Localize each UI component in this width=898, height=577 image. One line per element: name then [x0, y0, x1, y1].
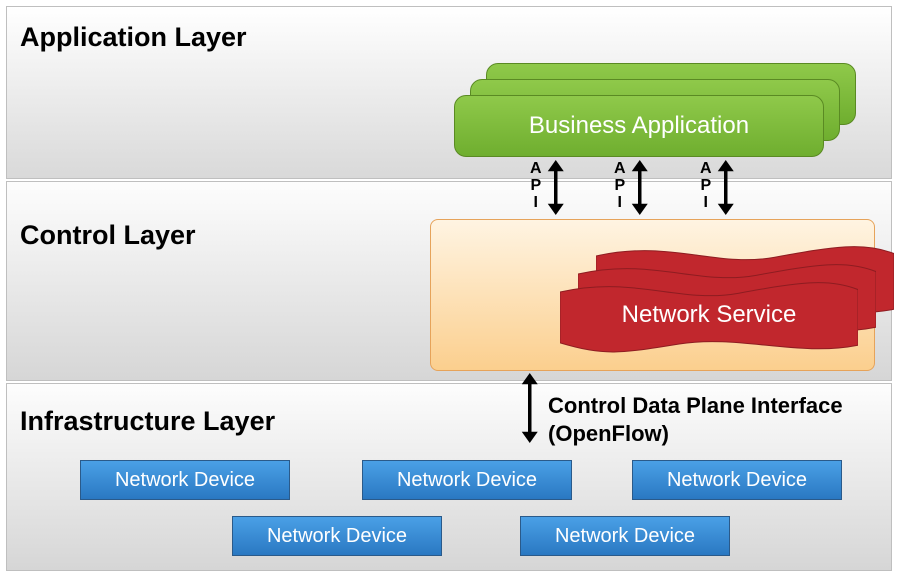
api-label-1-line: I [614, 195, 626, 212]
network-device-label: Network Device [667, 469, 807, 492]
cdpi-line1: Control Data Plane Interface [548, 392, 843, 420]
network-device-4: Network Device [520, 516, 730, 556]
api-label-1-line: A [614, 161, 626, 178]
api-label-1: API [614, 161, 626, 211]
control-layer-title: Control Layer [20, 220, 196, 251]
network-device-label: Network Device [115, 469, 255, 492]
network-device-label: Network Device [397, 469, 537, 492]
api-label-0-line: A [530, 161, 542, 178]
api-label-1-line: P [614, 178, 626, 195]
infrastructure-layer-title: Infrastructure Layer [20, 406, 275, 437]
network-service-label: Network Service [560, 301, 858, 329]
api-arrow-1 [628, 160, 652, 215]
network-device-label: Network Device [555, 525, 695, 548]
api-label-0-line: P [530, 178, 542, 195]
api-label-2: API [700, 161, 712, 211]
cdpi-label: Control Data Plane Interface(OpenFlow) [548, 392, 843, 447]
api-arrow-2 [714, 160, 738, 215]
api-label-0: API [530, 161, 542, 211]
api-label-0-line: I [530, 195, 542, 212]
network-device-2: Network Device [632, 460, 842, 500]
api-label-2-line: I [700, 195, 712, 212]
network-device-0: Network Device [80, 460, 290, 500]
network-device-label: Network Device [267, 525, 407, 548]
business-application-card: Business Application [454, 95, 824, 157]
application-layer-title: Application Layer [20, 22, 247, 53]
cdpi-line2: (OpenFlow) [548, 420, 843, 448]
api-arrow-0 [544, 160, 568, 215]
business-application-label: Business Application [529, 112, 749, 140]
network-device-3: Network Device [232, 516, 442, 556]
api-label-2-line: P [700, 178, 712, 195]
api-label-2-line: A [700, 161, 712, 178]
control-infra-arrow [518, 373, 542, 443]
network-device-1: Network Device [362, 460, 572, 500]
